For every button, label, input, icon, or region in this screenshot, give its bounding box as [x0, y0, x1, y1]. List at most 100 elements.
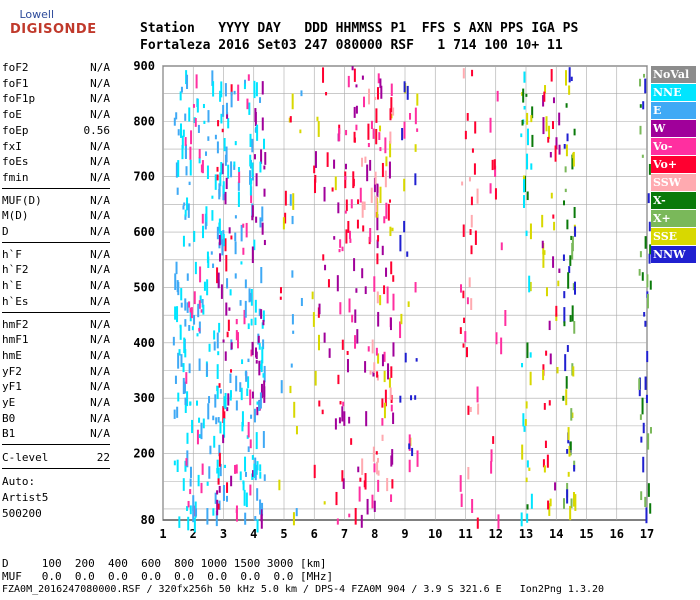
echo-mark: [565, 376, 568, 389]
echo-mark: [250, 349, 253, 357]
echo-mark: [460, 493, 463, 507]
param-row-yf1: yF1 N/A: [2, 379, 110, 394]
echo-mark: [504, 310, 507, 326]
echo-mark: [336, 275, 339, 292]
echo-mark: [390, 261, 393, 275]
echo-mark: [233, 164, 236, 170]
echo-mark: [207, 136, 210, 141]
echo-mark: [384, 389, 387, 407]
echo-mark: [649, 280, 652, 290]
echo-mark: [189, 466, 192, 478]
echo-mark: [353, 68, 356, 82]
echo-mark: [201, 299, 204, 308]
echo-mark: [216, 267, 219, 284]
echo-mark: [373, 362, 376, 373]
echo-mark: [222, 233, 225, 247]
echo-mark: [643, 312, 646, 317]
echo-mark: [526, 460, 529, 468]
echo-mark: [185, 372, 188, 384]
param-value: N/A: [90, 263, 110, 277]
echo-mark: [390, 83, 393, 96]
param-value: N/A: [90, 170, 110, 184]
echo-mark: [553, 221, 556, 231]
echo-mark: [260, 383, 263, 398]
echo-mark: [377, 353, 380, 364]
echo-mark: [361, 75, 364, 80]
echo-mark: [345, 229, 348, 244]
echo-mark: [644, 236, 647, 249]
echo-mark: [263, 165, 266, 170]
echo-mark: [574, 226, 577, 237]
echo-mark: [546, 454, 549, 468]
echo-mark: [259, 97, 262, 103]
echo-mark: [255, 173, 258, 187]
echo-mark: [567, 427, 570, 441]
echo-mark: [550, 69, 553, 82]
echo-mark: [247, 358, 250, 363]
param-divider: [2, 187, 110, 189]
echo-mark: [389, 140, 392, 158]
echo-mark: [216, 332, 219, 349]
echo-mark: [490, 461, 493, 474]
echo-mark: [371, 494, 374, 509]
echo-mark: [406, 85, 409, 100]
x-tick-label: 6: [311, 527, 318, 541]
echo-mark: [496, 90, 499, 102]
echo-mark: [374, 96, 377, 101]
echo-mark: [416, 450, 419, 467]
echo-mark: [260, 309, 263, 319]
echo-mark: [198, 327, 201, 332]
echo-mark: [203, 281, 206, 291]
echo-mark: [341, 339, 344, 350]
echo-mark: [550, 192, 553, 199]
echo-mark: [321, 409, 324, 415]
echo-mark: [392, 293, 395, 311]
echo-mark: [414, 107, 417, 125]
echo-mark: [383, 216, 386, 224]
echo-mark: [500, 337, 503, 355]
echo-mark: [349, 238, 352, 243]
echo-mark: [182, 129, 185, 137]
echo-mark: [254, 317, 257, 326]
echo-mark: [259, 161, 262, 173]
param-row-clevel: C-level 22: [2, 450, 110, 465]
echo-mark: [646, 293, 649, 309]
echo-mark: [234, 232, 237, 242]
echo-mark: [217, 478, 220, 485]
echo-mark: [385, 202, 388, 219]
echo-mark: [556, 367, 559, 374]
param-row-he: h`E N/A: [2, 278, 110, 293]
echo-mark: [174, 375, 177, 384]
echo-mark: [202, 304, 205, 315]
echo-mark: [341, 406, 344, 422]
echo-mark: [317, 334, 320, 351]
echo-mark: [400, 313, 403, 325]
echo-mark: [322, 254, 325, 261]
echo-mark: [314, 178, 317, 194]
echo-mark: [362, 225, 365, 232]
param-row-fmin: fmin N/A: [2, 170, 110, 185]
echo-mark: [369, 228, 372, 242]
echo-mark: [461, 181, 464, 186]
echo-mark: [184, 348, 187, 358]
echo-mark: [260, 267, 263, 284]
echo-mark: [207, 110, 210, 123]
echo-mark: [387, 363, 390, 380]
echo-mark: [552, 97, 555, 104]
echo-mark: [182, 235, 185, 247]
echo-mark: [390, 404, 393, 412]
echo-mark: [218, 234, 221, 246]
echo-mark: [473, 163, 476, 175]
echo-mark: [177, 392, 180, 402]
echo-mark: [242, 247, 245, 255]
echo-mark: [355, 105, 358, 114]
echo-mark: [377, 311, 380, 327]
echo-mark: [195, 508, 198, 517]
echo-mark: [241, 359, 244, 365]
echo-mark: [401, 127, 404, 141]
echo-mark: [194, 117, 197, 127]
echo-mark: [222, 434, 225, 444]
echo-mark: [355, 288, 358, 293]
echo-mark: [521, 92, 524, 96]
echo-mark: [411, 447, 414, 457]
